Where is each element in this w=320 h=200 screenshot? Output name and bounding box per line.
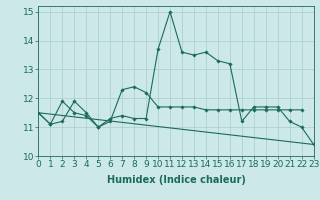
X-axis label: Humidex (Indice chaleur): Humidex (Indice chaleur)	[107, 175, 245, 185]
